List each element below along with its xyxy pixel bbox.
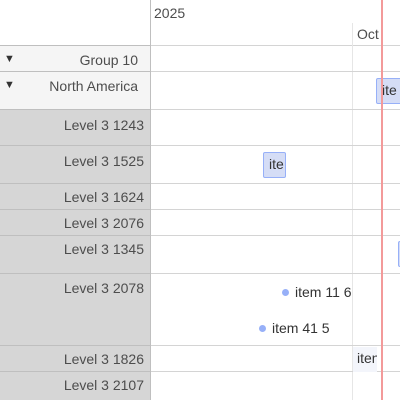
row-label-level-3-1826: Level 3 1826	[0, 346, 151, 372]
point-item[interactable]: item 41 5	[259, 320, 330, 336]
row-divider	[151, 345, 400, 346]
row-divider	[151, 145, 400, 146]
axis-year-label: 2025	[154, 5, 186, 21]
label-panel-header	[0, 0, 151, 46]
row-label-level-3-2107: Level 3 2107	[0, 372, 151, 400]
row-divider	[151, 273, 400, 274]
timeline-item-north-america[interactable]: ite	[376, 78, 400, 104]
collapse-toggle-icon[interactable]: ▼	[4, 79, 15, 91]
group-label: Group 10	[79, 52, 138, 68]
row-label-level-3-1345: Level 3 1345	[0, 236, 151, 274]
timeline-item-level-3-1345[interactable]	[398, 241, 400, 267]
row-divider	[151, 109, 400, 110]
row-divider	[151, 235, 400, 236]
row-label-level-3-2076: Level 3 2076	[0, 210, 151, 236]
timeline-item-level-3-1826[interactable]: iten	[353, 347, 377, 372]
point-item[interactable]: item 11 6	[282, 284, 352, 300]
time-axis-minor: Oct	[151, 23, 400, 46]
current-time-marker	[381, 0, 383, 400]
point-dot-icon	[282, 288, 289, 296]
group-row-north-america[interactable]: ▼ North America	[0, 72, 151, 110]
row-divider	[151, 371, 400, 372]
row-divider	[151, 209, 400, 210]
row-divider	[151, 183, 400, 184]
time-axis-major: 2025	[151, 0, 400, 23]
row-label-level-3-1624: Level 3 1624	[0, 184, 151, 210]
row-label-level-3-1525: Level 3 1525	[0, 146, 151, 184]
collapse-toggle-icon[interactable]: ▼	[4, 53, 15, 65]
timeline-item-level-3-1525[interactable]: ite	[263, 152, 286, 178]
row-label-level-3-2078: Level 3 2078	[0, 274, 151, 346]
row-label-level-3-1243: Level 3 1243	[0, 110, 151, 146]
group-label: North America	[49, 78, 138, 94]
row-divider	[151, 71, 400, 72]
group-row-group-10[interactable]: ▼ Group 10	[0, 46, 151, 72]
axis-month-label: Oct	[357, 26, 379, 42]
grid-line	[352, 23, 353, 400]
point-dot-icon	[259, 324, 266, 332]
